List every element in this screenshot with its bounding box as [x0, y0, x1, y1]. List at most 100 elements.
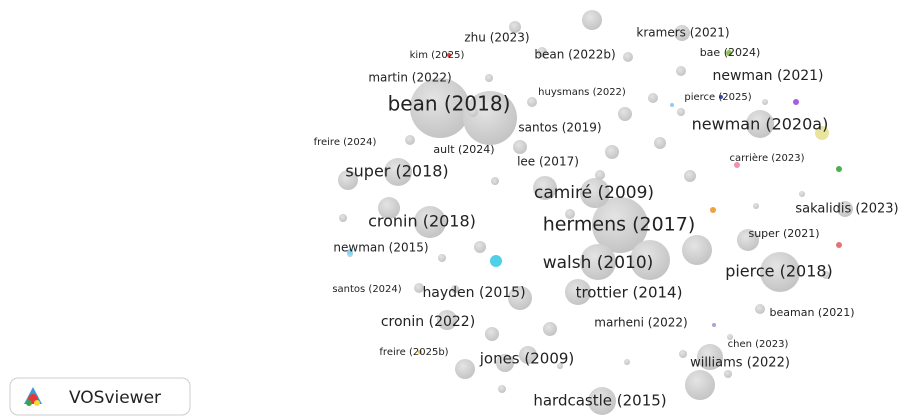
node-label: freire (2024) [314, 137, 377, 148]
bubble [492, 179, 498, 185]
bubble [508, 286, 532, 310]
logo-text: VOSviewer [69, 388, 161, 408]
bubble [509, 21, 521, 33]
bubble [485, 327, 499, 341]
bubble [685, 370, 715, 400]
node-label: bean (2022b) [534, 48, 615, 62]
bubble [630, 240, 670, 280]
bubble [384, 158, 412, 186]
bubble [468, 107, 478, 117]
labels: zhu (2023) kramers (2021) kim (2025) bean (… [314, 26, 899, 410]
bubble [378, 197, 400, 219]
node-label: hermens (2017) [543, 214, 696, 236]
bubble [347, 249, 353, 255]
logo[interactable]: VOSviewer [9, 377, 191, 416]
bubble [676, 66, 686, 76]
bubble [836, 166, 842, 172]
node-label: huysmans (2022) [538, 87, 626, 98]
bubble [414, 206, 446, 238]
node-label: kim (2025) [410, 50, 465, 61]
logo-box[interactable] [9, 377, 191, 416]
logo-icon-dot [26, 400, 32, 406]
bubble [588, 387, 616, 415]
node-label: bae (2024) [700, 46, 761, 59]
node-label: newman (2015) [333, 241, 428, 255]
bubble [624, 359, 630, 365]
bubble [557, 363, 563, 369]
bubble [537, 47, 547, 57]
bubble [513, 140, 527, 154]
node-label: hardcastle (2015) [533, 392, 666, 410]
bubble [726, 50, 732, 56]
node-label: sakalidis (2023) [795, 202, 898, 217]
bubble [474, 241, 486, 253]
bubble [582, 10, 602, 30]
node-label: pierce (2018) [725, 262, 833, 281]
bubble [815, 126, 829, 140]
node-label: trottier (2014) [576, 284, 683, 302]
node-label: bean (2018) [388, 92, 511, 116]
node-label: chen (2023) [728, 339, 789, 350]
bubble [592, 197, 648, 253]
bubble [670, 103, 674, 107]
bubble [719, 95, 723, 99]
node-label: lee (2017) [517, 155, 579, 169]
bubble [712, 323, 716, 327]
bubble [438, 254, 446, 262]
bubble [414, 283, 424, 293]
bubble [418, 350, 422, 354]
node-label: cronin (2022) [381, 314, 475, 330]
bubble [697, 344, 723, 370]
bubble [737, 229, 759, 251]
bubble [485, 74, 493, 82]
bubble [746, 110, 774, 138]
node-label: santos (2024) [332, 284, 401, 295]
bubble [605, 145, 619, 159]
bubble [580, 178, 610, 208]
node-label: carrière (2023) [729, 152, 804, 164]
bubble [339, 214, 347, 222]
bubble [498, 385, 506, 393]
bubble [565, 209, 575, 219]
node-label: beaman (2021) [770, 306, 855, 319]
bubble [734, 162, 740, 168]
bubble [822, 271, 830, 279]
node-label: zhu (2023) [464, 31, 529, 45]
bubble [618, 107, 632, 121]
node-label: williams (2022) [690, 356, 790, 371]
node-label: freire (2025b) [379, 347, 448, 358]
node-label: pierce (2025) [684, 92, 751, 103]
node-label: jones (2009) [479, 350, 575, 368]
bubble [753, 203, 759, 209]
bubble [724, 370, 732, 378]
bubble [793, 99, 799, 105]
bubbles [338, 10, 853, 415]
bubble [543, 322, 557, 336]
node-label: cronin (2018) [368, 212, 476, 231]
node-label: santos (2019) [518, 121, 601, 135]
bubble [338, 170, 358, 190]
bubble [648, 93, 658, 103]
bubble [580, 244, 616, 280]
bubble [527, 97, 537, 107]
bubble [490, 255, 502, 267]
node-label: camiré (2009) [534, 183, 654, 203]
node-label: super (2018) [345, 162, 448, 181]
logo-icon-dot [34, 400, 40, 406]
node-label: martin (2022) [368, 71, 451, 85]
bubble [654, 137, 666, 149]
bubble [762, 99, 768, 105]
bubble [405, 135, 415, 145]
bubble [595, 170, 605, 180]
bubble [437, 310, 457, 330]
bubble [623, 52, 633, 62]
bubble [455, 359, 475, 379]
bubble [837, 201, 853, 217]
bubble [674, 25, 690, 41]
bubble [463, 91, 517, 145]
bubble [679, 350, 687, 358]
node-label: hayden (2015) [422, 285, 525, 301]
node-label: marheni (2022) [594, 316, 687, 330]
bubble [451, 285, 459, 293]
node-label: super (2021) [748, 227, 819, 240]
